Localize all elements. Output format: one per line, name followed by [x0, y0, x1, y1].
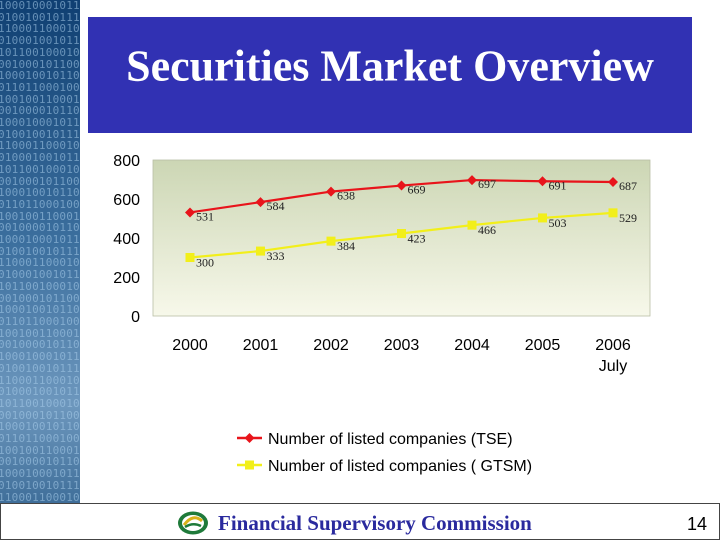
legend: Number of listed companies (TSE) Number o…: [237, 431, 532, 475]
data-label: 584: [267, 199, 285, 213]
x-tick-label: 2005: [525, 337, 561, 354]
page-number: 14: [686, 514, 707, 534]
y-tick-label: 600: [113, 192, 140, 209]
data-label: 423: [408, 232, 426, 246]
y-tick-label: 0: [131, 309, 140, 326]
x-tick-label: 2002: [313, 337, 349, 354]
data-label: 384: [337, 239, 355, 253]
x-tick-label: 2000: [172, 337, 208, 354]
footer-bar: Financial Supervisory Commission 14: [0, 503, 720, 540]
data-label: 300: [196, 256, 214, 270]
x-tick-label: 2004: [454, 337, 490, 354]
data-point: [256, 246, 265, 256]
data-label: 687: [619, 179, 637, 193]
data-point: [467, 175, 477, 186]
data-point: [608, 208, 618, 218]
data-label: 503: [549, 216, 567, 230]
data-label: 529: [619, 211, 637, 225]
series-layer: 531 584 638 669 697 691 687 300 333 384 423 466 503 5…: [185, 175, 637, 270]
y-tick-label: 200: [113, 270, 140, 287]
x-tick-label: 2006: [595, 337, 631, 354]
data-label: 531: [196, 209, 214, 223]
data-point: [537, 176, 548, 187]
data-label: 638: [337, 189, 355, 203]
commission-logo-icon: [178, 511, 208, 535]
x-tick-label: July: [599, 358, 627, 375]
x-axis: 2000 2001 2002 2003 2004 2005 2006 July: [172, 337, 631, 375]
y-tick-label: 400: [113, 231, 140, 248]
y-tick-label: 800: [113, 153, 140, 170]
legend-label: Number of listed companies (TSE): [268, 431, 513, 448]
data-point: [467, 220, 477, 230]
data-point: [326, 186, 336, 197]
data-point: [185, 207, 195, 218]
footer-organization-name: Financial Supervisory Commission: [218, 511, 532, 535]
data-label: 691: [549, 178, 567, 192]
title-banner: Securities Market Overview: [88, 17, 692, 133]
data-point: [538, 213, 547, 223]
data-point: [326, 236, 336, 246]
data-point: [255, 197, 266, 208]
legend-label: Number of listed companies ( GTSM): [268, 458, 532, 475]
data-point: [608, 177, 618, 188]
data-point: [185, 253, 195, 262]
legend-marker: [245, 460, 254, 470]
data-label: 333: [267, 249, 285, 263]
data-label: 669: [408, 183, 426, 197]
data-label: 466: [478, 223, 496, 237]
y-axis: 0 200 400 600 800: [113, 153, 140, 326]
data-label: 697: [478, 177, 496, 191]
slide-title: Securities Market Overview: [126, 41, 654, 91]
legend-marker: [244, 433, 255, 443]
data-point: [396, 180, 407, 191]
x-tick-label: 2003: [384, 337, 420, 354]
x-tick-label: 2001: [243, 337, 279, 354]
data-point: [397, 229, 406, 239]
